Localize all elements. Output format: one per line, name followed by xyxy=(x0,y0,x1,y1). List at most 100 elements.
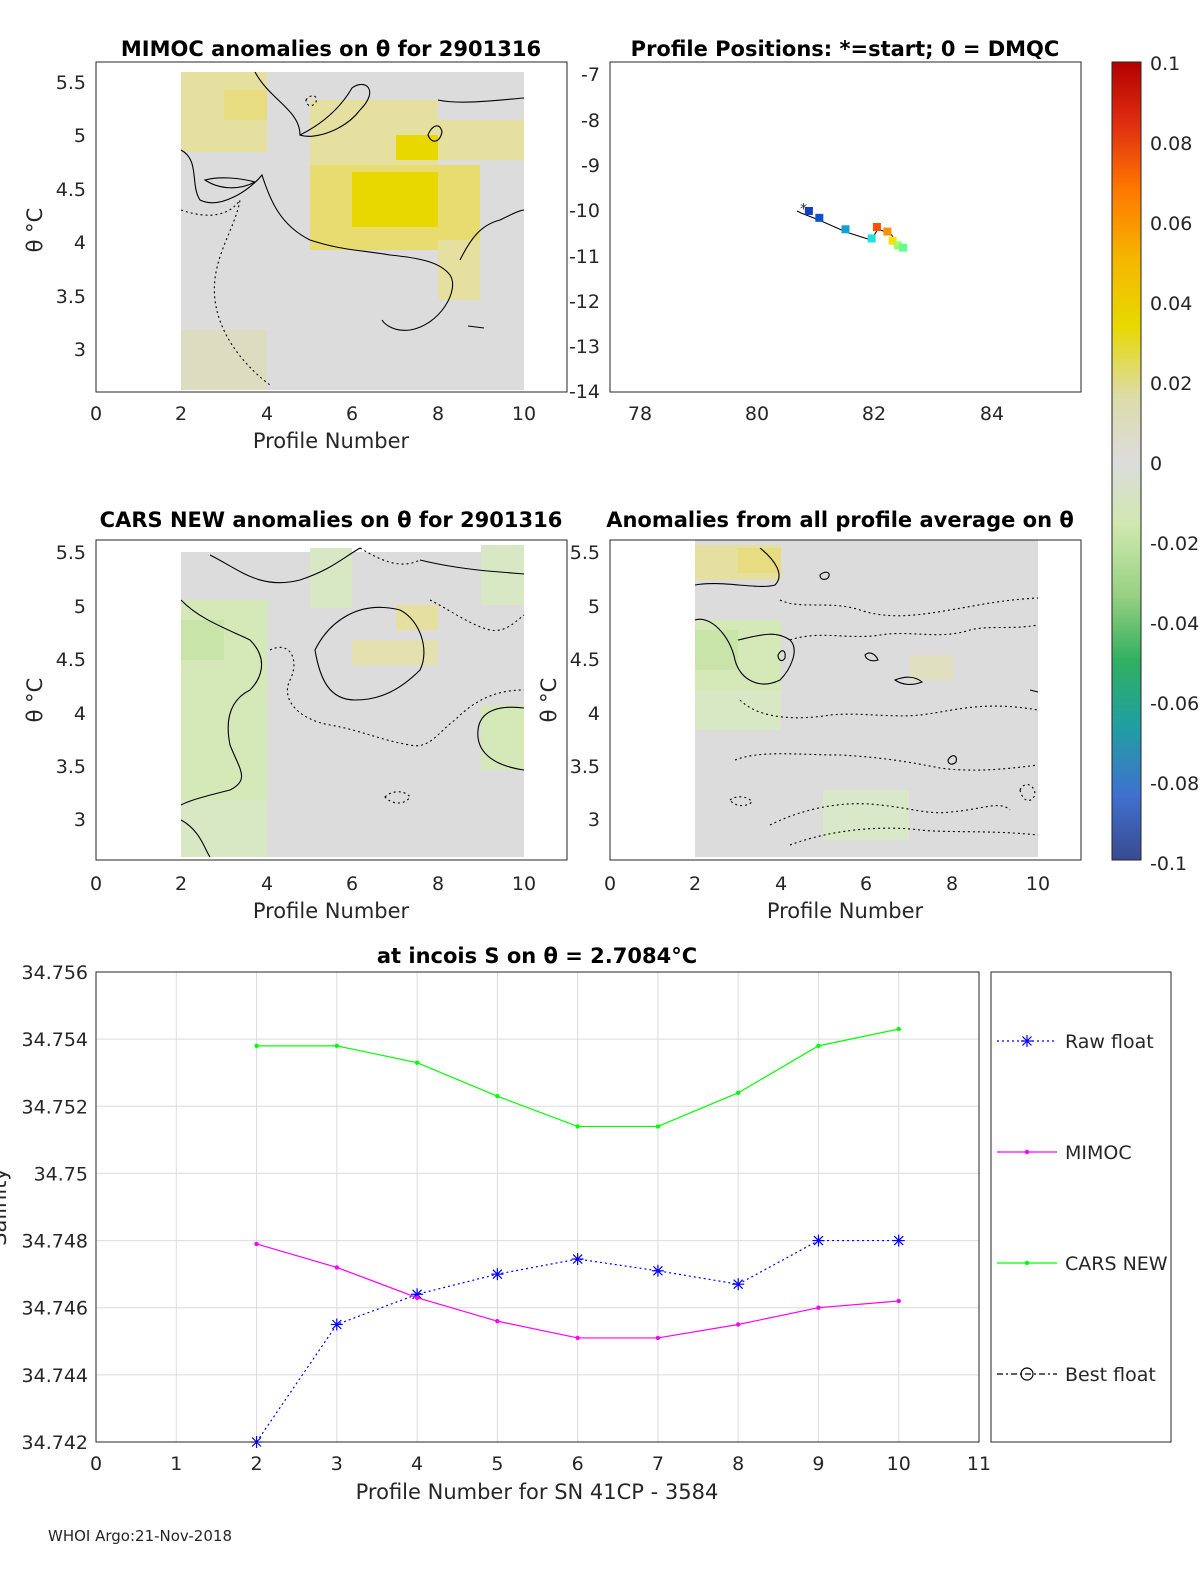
y-tick: -9 xyxy=(581,155,600,177)
data-point xyxy=(334,1265,340,1270)
positions-yticks: -7 -8 -9 -10 -11 -12 -13 -14 xyxy=(569,64,600,403)
allavg-axes-box xyxy=(609,539,1082,861)
y-tick: 34.748 xyxy=(22,1231,88,1253)
position-marker xyxy=(883,227,892,236)
legend: Raw float MIMOC CARS NEW Best float xyxy=(990,971,1172,1443)
data-point xyxy=(330,1318,343,1331)
y-tick: -10 xyxy=(569,200,600,222)
data-point xyxy=(575,1124,580,1129)
data-point xyxy=(816,1305,821,1310)
y-tick: 34.752 xyxy=(22,1096,88,1118)
x-tick: 4 xyxy=(261,403,273,425)
mimoc-contours xyxy=(180,71,525,386)
data-point xyxy=(896,1298,901,1304)
mimoc-xlabel: Profile Number xyxy=(253,429,410,453)
y-tick: 3.5 xyxy=(570,756,600,778)
x-tick: 10 xyxy=(512,873,536,895)
legend-items: Raw float MIMOC CARS NEW Best float xyxy=(997,1031,1168,1386)
mimoc-panel: MIMOC anomalies on θ for 2901316 xyxy=(23,37,568,453)
y-tick: 5.5 xyxy=(570,542,600,564)
x-tick: 8 xyxy=(946,873,958,895)
data-point xyxy=(735,1090,741,1096)
legend-item: Raw float xyxy=(997,1031,1154,1053)
x-tick: 84 xyxy=(980,403,1004,425)
x-tick: 80 xyxy=(745,403,769,425)
x-tick: 0 xyxy=(604,873,616,895)
x-tick: 3 xyxy=(331,1453,343,1475)
allavg-xlabel: Profile Number xyxy=(767,899,924,923)
x-tick: 8 xyxy=(432,873,444,895)
x-tick: 1 xyxy=(170,1453,182,1475)
colorbar-tick: -0.02 xyxy=(1150,533,1199,555)
position-marker xyxy=(815,213,824,222)
colorbar-tick: 0.04 xyxy=(1150,293,1192,315)
x-tick: 2 xyxy=(689,873,701,895)
y-tick: 4.5 xyxy=(56,649,86,671)
colorbar-tick: -0.06 xyxy=(1150,693,1199,715)
x-tick: 82 xyxy=(862,403,886,425)
salinity-panel: at incois S on θ = 2.7084°C 0 1 2 3 4 5 6 7 8 9 10… xyxy=(0,944,1172,1504)
mimoc-title: MIMOC anomalies on θ for 2901316 xyxy=(121,37,541,61)
footer-text: WHOI Argo:21-Nov-2018 xyxy=(48,1527,232,1545)
x-tick: 8 xyxy=(732,1453,744,1475)
legend-box xyxy=(990,971,1172,1443)
x-tick: 0 xyxy=(90,873,102,895)
colorbar-tick: 0.08 xyxy=(1150,133,1192,155)
allavg-xticks: 0 2 4 6 8 10 xyxy=(604,873,1050,895)
y-tick: 5.5 xyxy=(56,72,86,94)
position-marker xyxy=(893,241,902,250)
colorbar-gradient xyxy=(1111,61,1142,861)
legend-label: MIMOC xyxy=(1065,1142,1132,1164)
data-point xyxy=(571,1253,584,1266)
x-tick: 2 xyxy=(250,1453,262,1475)
data-point xyxy=(575,1335,580,1341)
legend-item: MIMOC xyxy=(997,1142,1132,1164)
data-point xyxy=(651,1264,664,1277)
position-marker: * xyxy=(800,202,807,218)
allavg-ylabel: θ °C xyxy=(537,678,561,723)
data-point xyxy=(495,1094,500,1099)
position-marker xyxy=(872,223,881,231)
x-tick: 10 xyxy=(1026,873,1050,895)
salinity-series xyxy=(250,1026,905,1448)
x-tick: 6 xyxy=(860,873,872,895)
x-tick: 11 xyxy=(967,1453,991,1475)
positions-panel: Profile Positions: *=start; 0 = DMQC * 7… xyxy=(569,37,1082,425)
positions-axes-box xyxy=(609,61,1082,393)
y-tick: 4.5 xyxy=(56,179,86,201)
position-marker xyxy=(867,234,876,243)
legend-item: CARS NEW xyxy=(997,1253,1168,1275)
data-point xyxy=(655,1335,661,1341)
data-point xyxy=(254,1241,259,1247)
y-tick: -13 xyxy=(569,336,600,358)
x-tick: 4 xyxy=(411,1453,423,1475)
y-tick: 3.5 xyxy=(56,756,86,778)
y-tick: 3.5 xyxy=(56,286,86,308)
positions-title: Profile Positions: *=start; 0 = DMQC xyxy=(631,37,1060,61)
y-tick: 5 xyxy=(74,596,86,618)
cars-title: CARS NEW anomalies on θ for 2901316 xyxy=(100,508,563,532)
x-tick: 2 xyxy=(175,873,187,895)
data-point xyxy=(414,1060,420,1065)
mimoc-ylabel: θ °C xyxy=(23,208,47,253)
y-tick: 5 xyxy=(74,125,86,147)
data-point xyxy=(732,1278,745,1291)
salinity-xticks: 0 1 2 3 4 5 6 7 8 9 10 11 xyxy=(90,1453,991,1475)
cars-heatmap xyxy=(181,545,524,857)
salinity-axes-box xyxy=(95,971,980,1443)
series-line xyxy=(256,1239,899,1443)
y-tick: 4 xyxy=(588,703,600,725)
cars-ylabel: θ °C xyxy=(23,678,47,723)
y-tick: 5 xyxy=(588,596,600,618)
mimoc-xticks: 0 2 4 6 8 10 xyxy=(90,403,536,425)
x-tick: 6 xyxy=(572,1453,584,1475)
legend-item: Best float xyxy=(997,1364,1156,1386)
legend-label: CARS NEW xyxy=(1065,1253,1168,1275)
position-marker xyxy=(888,236,897,245)
data-point xyxy=(892,1234,905,1247)
colorbar: 0.1 0.08 0.06 0.04 0.02 0 -0.02 -0.04 -0… xyxy=(1111,53,1199,875)
y-tick: 4 xyxy=(74,703,86,725)
x-tick: 78 xyxy=(628,403,652,425)
x-tick: 6 xyxy=(346,873,358,895)
data-point xyxy=(816,1043,821,1049)
